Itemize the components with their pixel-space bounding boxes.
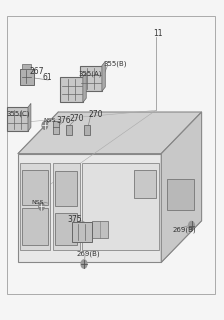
Bar — [92, 221, 108, 238]
Circle shape — [39, 203, 44, 210]
Polygon shape — [102, 61, 105, 91]
FancyBboxPatch shape — [20, 69, 34, 85]
Polygon shape — [28, 103, 31, 131]
Bar — [134, 170, 156, 198]
Circle shape — [42, 122, 47, 129]
Text: NSS: NSS — [44, 118, 56, 124]
Text: 355(C): 355(C) — [7, 110, 30, 117]
FancyBboxPatch shape — [60, 77, 83, 102]
Bar — [82, 163, 159, 250]
Text: 355(A): 355(A) — [78, 70, 102, 77]
Bar — [66, 125, 72, 135]
Text: 61: 61 — [43, 73, 52, 82]
Bar — [53, 163, 80, 250]
Circle shape — [81, 260, 87, 268]
Text: 269(B): 269(B) — [172, 227, 196, 233]
Polygon shape — [83, 73, 86, 102]
Text: 267: 267 — [29, 67, 44, 76]
Polygon shape — [161, 112, 202, 262]
Text: 11: 11 — [153, 29, 163, 38]
Bar — [22, 170, 48, 205]
Text: 269(B): 269(B) — [76, 250, 100, 257]
Circle shape — [189, 221, 194, 230]
Bar — [167, 179, 194, 210]
Text: 270: 270 — [69, 114, 84, 123]
Polygon shape — [18, 112, 202, 154]
Bar — [20, 163, 50, 250]
Bar — [7, 16, 215, 294]
FancyBboxPatch shape — [80, 66, 102, 91]
Bar — [22, 208, 48, 245]
FancyBboxPatch shape — [7, 107, 28, 131]
Bar — [22, 64, 31, 69]
Text: 376: 376 — [56, 116, 71, 125]
Bar — [55, 171, 77, 206]
Bar — [84, 125, 90, 135]
FancyBboxPatch shape — [72, 222, 92, 242]
Text: 270: 270 — [88, 110, 103, 119]
Polygon shape — [18, 154, 161, 262]
Text: 355(B): 355(B) — [103, 61, 127, 67]
Text: NSS: NSS — [31, 200, 44, 205]
Bar — [55, 213, 77, 245]
Text: 375: 375 — [67, 215, 82, 224]
Bar — [53, 121, 59, 134]
